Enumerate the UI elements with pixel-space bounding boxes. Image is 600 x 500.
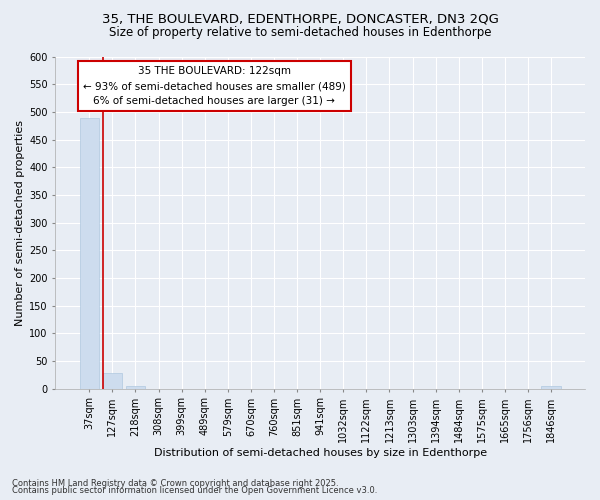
Bar: [103, 373, 122, 388]
Bar: [541, 386, 561, 388]
X-axis label: Distribution of semi-detached houses by size in Edenthorpe: Distribution of semi-detached houses by …: [154, 448, 487, 458]
Y-axis label: Number of semi-detached properties: Number of semi-detached properties: [15, 120, 25, 326]
Text: Contains HM Land Registry data © Crown copyright and database right 2025.: Contains HM Land Registry data © Crown c…: [12, 478, 338, 488]
Bar: [125, 386, 145, 388]
Text: 35 THE BOULEVARD: 122sqm
← 93% of semi-detached houses are smaller (489)
6% of s: 35 THE BOULEVARD: 122sqm ← 93% of semi-d…: [83, 66, 346, 106]
Text: Size of property relative to semi-detached houses in Edenthorpe: Size of property relative to semi-detach…: [109, 26, 491, 39]
Text: 35, THE BOULEVARD, EDENTHORPE, DONCASTER, DN3 2QG: 35, THE BOULEVARD, EDENTHORPE, DONCASTER…: [101, 12, 499, 26]
Text: Contains public sector information licensed under the Open Government Licence v3: Contains public sector information licen…: [12, 486, 377, 495]
Bar: [80, 118, 99, 388]
